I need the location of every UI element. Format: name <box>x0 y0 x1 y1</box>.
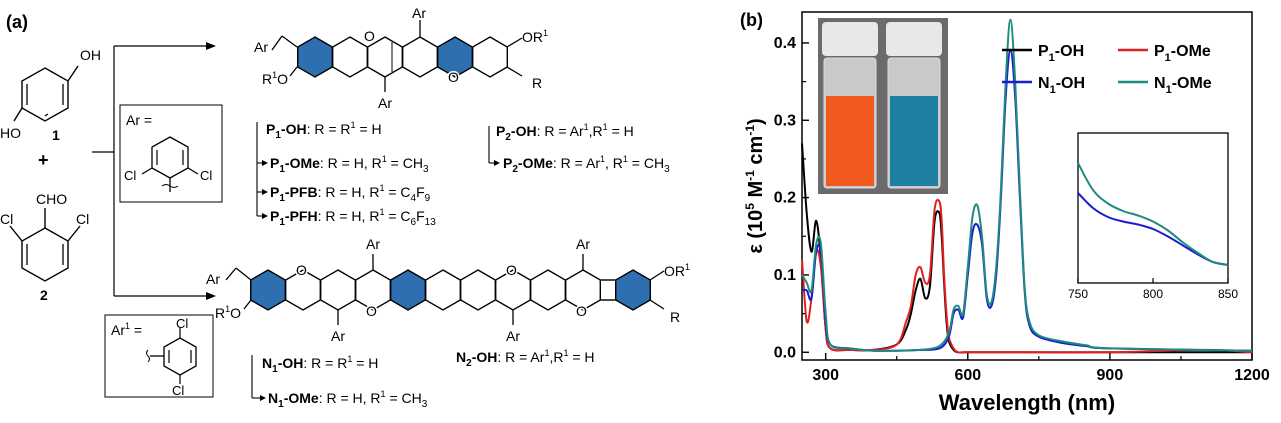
svg-text:Ar: Ar <box>206 271 220 287</box>
label-p1-pfh: P1-PFH: R = H, R1 = C6F13 <box>270 207 436 228</box>
x-tick-label: 900 <box>1097 367 1124 384</box>
svg-text:R: R <box>532 75 542 91</box>
ar1-definition-box: Ar1 = Cl Cl <box>104 314 214 398</box>
svg-text:Ar: Ar <box>576 236 590 252</box>
reactant-1-structure: OH HO 1 <box>0 47 101 143</box>
inset-x-tick-label: 750 <box>1068 287 1088 301</box>
reactant-2-cho: CHO <box>36 191 67 207</box>
y-tick-label: 0.2 <box>774 190 796 207</box>
left-vial-cap <box>822 22 878 56</box>
right-vial-liquid <box>890 96 938 186</box>
label-p2-oh: P2-OH: R = Ar1,R1 = H <box>496 122 634 143</box>
y-tick-label: 0.4 <box>774 35 796 52</box>
legend-label: N1-OMe <box>1154 75 1212 96</box>
reactant-2-structure: CHO Cl Cl 2 <box>0 191 89 303</box>
label-p2-ome: P2-OMe: R = Ar1, R1 = CH3 <box>503 154 670 175</box>
svg-text:O: O <box>366 303 377 319</box>
y-tick-label: 0.1 <box>774 267 796 284</box>
reactant-2-cl-left: Cl <box>0 211 13 227</box>
reactant-1-ho: HO <box>0 125 21 141</box>
svg-text:O: O <box>296 262 307 278</box>
legend-label: P1-OH <box>1038 43 1084 64</box>
series-layer <box>801 18 1253 354</box>
svg-text:R1O: R1O <box>215 304 241 321</box>
x-axis-label: Wavelength (nm) <box>939 390 1115 415</box>
inset-x-tick-label: 850 <box>1218 287 1238 301</box>
panel-a-scheme: (a) OH HO 1 + CHO Cl Cl 2 Ar = <box>0 5 690 410</box>
ar-box-cl-right: Cl <box>200 168 212 183</box>
arrowhead-top <box>206 42 216 50</box>
ar1-box-cl-bottom: Cl <box>172 383 184 398</box>
svg-text:OR1: OR1 <box>522 28 548 45</box>
label-n1-ome: N1-OMe: R = H, R1 = CH3 <box>268 389 428 410</box>
top-ar-lower: Ar <box>378 95 392 111</box>
arrowhead-bottom <box>206 292 216 300</box>
n-series-labels: N1-OH: R = R1 = H N1-OMe: R = H, R1 = CH… <box>251 348 595 410</box>
reaction-arrows <box>92 45 208 297</box>
reactant-2-cl-right: Cl <box>76 211 89 227</box>
series-line-n1-ome <box>801 18 1253 352</box>
svg-text:O: O <box>506 262 517 278</box>
y-axis-label: ε (105 M-1 cm-1) <box>743 118 767 253</box>
svg-text:O: O <box>364 28 375 44</box>
svg-text:Ar: Ar <box>331 328 345 344</box>
svg-text:O: O <box>576 303 587 319</box>
top-ar-upper: Ar <box>412 5 426 21</box>
reactant-1-oh: OH <box>80 47 101 63</box>
svg-text:Ar: Ar <box>506 328 520 344</box>
svg-text:O: O <box>448 69 459 85</box>
svg-text:R1O: R1O <box>262 70 288 87</box>
top-pentacyclic-structure: O O Ar Ar Ar R1O OR1 R <box>254 5 548 111</box>
ar-box-title: Ar = <box>126 112 152 128</box>
label-p1-ome: P1-OMe: R = H, R1 = CH3 <box>270 154 429 175</box>
vial-photo-inset <box>818 18 948 194</box>
left-vial-liquid <box>826 96 874 186</box>
legend-label: P1-OMe <box>1154 43 1211 64</box>
p-series-labels: P1-OH: R = R1 = H P1-OMe: R = H, R1 = CH… <box>256 120 670 228</box>
reactant-2-number: 2 <box>40 287 48 303</box>
right-vial-cap <box>886 22 942 56</box>
svg-text:OR1: OR1 <box>664 262 690 279</box>
plus-sign: + <box>38 150 49 170</box>
inset-series-n1-ome <box>1077 162 1229 266</box>
axes-layer: 300 600 900 1200 0.0 0.1 0.2 0.3 0.4 <box>774 35 1270 384</box>
ar-definition-box: Ar = Cl Cl <box>119 104 223 203</box>
ar-box-cl-left: Cl <box>124 168 136 183</box>
label-p1-pfb: P1-PFB: R = H, R1 = C4F9 <box>270 183 431 204</box>
bottom-nonacyclic-structure: O O O O Ar Ar Ar Ar Ar R1O OR1 R <box>206 236 690 344</box>
ar1-box-cl-top: Cl <box>176 316 188 331</box>
inset-frame <box>1077 132 1229 284</box>
label-p1-oh: P1-OH: R = R1 = H <box>266 120 382 141</box>
label-n2-oh: N2-OH: R = Ar1,R1 = H <box>456 348 595 369</box>
panel-a-label: (a) <box>6 12 28 32</box>
x-tick-label: 600 <box>954 367 981 384</box>
y-tick-label: 0.0 <box>774 344 796 361</box>
x-tick-label: 300 <box>812 367 839 384</box>
reactant-1-number: 1 <box>52 127 60 143</box>
legend-label: N1-OH <box>1038 75 1085 96</box>
label-n1-oh: N1-OH: R = R1 = H <box>262 354 378 375</box>
svg-text:Ar1 =: Ar1 = <box>111 321 142 338</box>
top-ar-ch2: Ar <box>254 39 268 55</box>
y-tick-label: 0.3 <box>774 112 796 129</box>
x-tick-label: 1200 <box>1234 367 1270 384</box>
inset-series-layer: 750 800 850 <box>1068 162 1238 301</box>
zoom-inset: 750 800 850 <box>1068 132 1238 301</box>
legend: P1-OH P1-OMe N1-OH N1-OMe <box>1002 43 1212 96</box>
panel-b-label: (b) <box>740 10 763 30</box>
svg-text:Ar: Ar <box>366 236 380 252</box>
inset-x-tick-label: 800 <box>1143 287 1163 301</box>
svg-text:R: R <box>670 309 680 325</box>
